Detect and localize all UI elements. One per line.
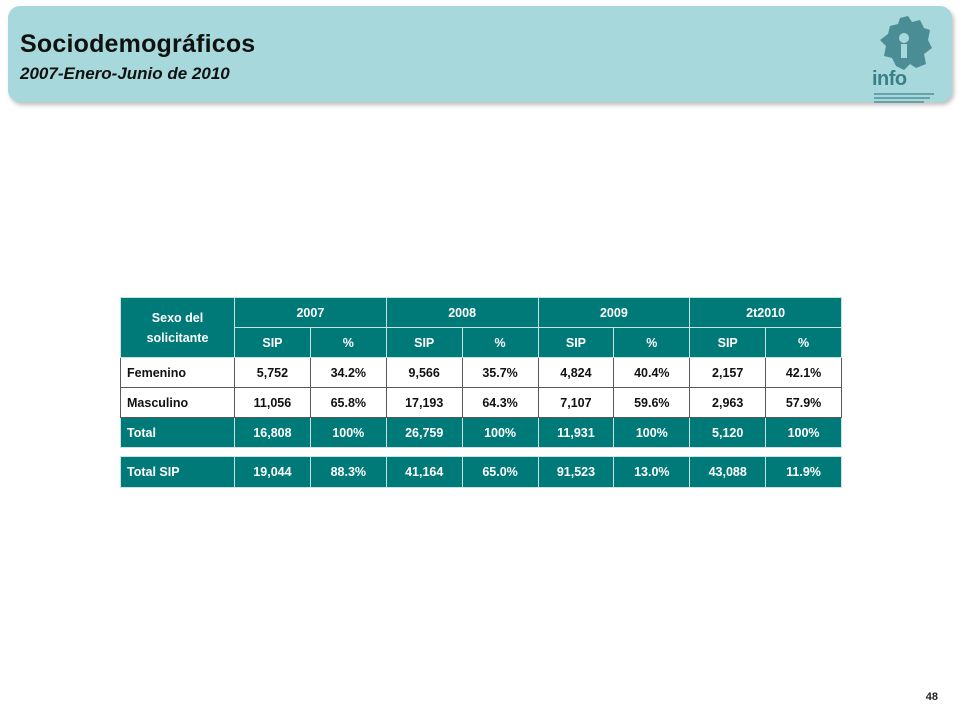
table-row: Femenino 5,752 34.2% 9,566 35.7% 4,824 4…	[120, 357, 842, 388]
table-cell: 9,566	[385, 357, 463, 388]
sub-header: %	[765, 327, 842, 358]
table-cell: 2,157	[689, 357, 767, 388]
table-cell: 35.7%	[461, 357, 539, 388]
table-cell: 16,808	[234, 417, 311, 448]
total-sip-row: Total SIP 19,044 88.3% 41,164 65.0% 91,5…	[120, 456, 842, 488]
logo-wordmark: info	[872, 68, 907, 90]
table-cell: 65.0%	[461, 456, 539, 488]
table-cell: 40.4%	[613, 357, 691, 388]
map-silhouette-icon	[880, 16, 932, 70]
year-header: 2009	[537, 297, 691, 328]
sub-header: SIP	[234, 327, 311, 358]
table-cell: 42.1%	[765, 357, 842, 388]
page-number: 48	[925, 691, 938, 703]
year-header: 2007	[234, 297, 387, 328]
sub-header: %	[461, 327, 539, 358]
page-subtitle: 2007-Enero-Junio de 2010	[20, 64, 230, 83]
table-cell: 17,193	[385, 387, 463, 418]
year-header-row: Sexo del solicitante 2007 2008 2009 2t20…	[120, 297, 842, 358]
table-cell: 34.2%	[309, 357, 387, 388]
sub-header: SIP	[689, 327, 767, 358]
sociodemographic-table: Sexo del solicitante 2007 2008 2009 2t20…	[120, 297, 842, 448]
table-cell: 65.8%	[309, 387, 387, 418]
table-cell: 5,752	[234, 357, 311, 388]
corner-header: Sexo del solicitante	[120, 297, 235, 358]
logo-small-print-icon	[874, 93, 934, 103]
row-label: Total	[120, 417, 235, 448]
page-title: Sociodemográficos	[20, 30, 256, 58]
total-sip-table: Total SIP 19,044 88.3% 41,164 65.0% 91,5…	[120, 456, 842, 488]
table-cell: 43,088	[689, 456, 767, 488]
title-banner: Sociodemográficos 2007-Enero-Junio de 20…	[8, 6, 952, 103]
table-cell: 100%	[765, 417, 842, 448]
table-row: Masculino 11,056 65.8% 17,193 64.3% 7,10…	[120, 387, 842, 418]
table-cell: 11,931	[537, 417, 615, 448]
table-cell: 41,164	[385, 456, 463, 488]
row-label: Masculino	[120, 387, 235, 418]
sub-header: SIP	[537, 327, 615, 358]
table-cell: 11.9%	[765, 456, 842, 488]
year-header: 2008	[385, 297, 539, 328]
year-header: 2t2010	[689, 297, 842, 328]
table-cell: 100%	[309, 417, 387, 448]
table-cell: 57.9%	[765, 387, 842, 418]
table-cell: 13.0%	[613, 456, 691, 488]
table-cell: 19,044	[234, 456, 311, 488]
row-label: Femenino	[120, 357, 235, 388]
sub-header: %	[613, 327, 691, 358]
table-cell: 64.3%	[461, 387, 539, 418]
sub-header: %	[309, 327, 387, 358]
table-cell: 100%	[613, 417, 691, 448]
table-cell: 11,056	[234, 387, 311, 418]
row-label: Total SIP	[120, 456, 235, 488]
table-cell: 5,120	[689, 417, 767, 448]
table-cell: 59.6%	[613, 387, 691, 418]
table-cell: 7,107	[537, 387, 615, 418]
table-cell: 2,963	[689, 387, 767, 418]
total-row: Total 16,808 100% 26,759 100% 11,931 100…	[120, 417, 842, 448]
table-cell: 4,824	[537, 357, 615, 388]
table-cell: 26,759	[385, 417, 463, 448]
table-cell: 100%	[461, 417, 539, 448]
table-cell: 88.3%	[309, 456, 387, 488]
sub-header-row: SIP % SIP % SIP % SIP %	[121, 327, 842, 358]
table-cell: 91,523	[537, 456, 615, 488]
info-df-logo: info	[870, 14, 940, 103]
sub-header: SIP	[385, 327, 463, 358]
